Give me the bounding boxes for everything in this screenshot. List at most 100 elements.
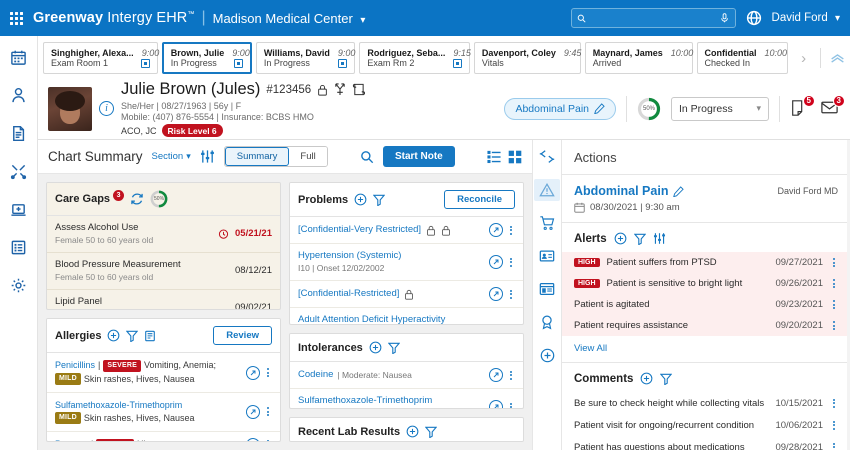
- rail-item-patient-card[interactable]: [534, 245, 560, 267]
- open-detail-icon[interactable]: [489, 287, 503, 302]
- rail-item-quality-badge[interactable]: [534, 311, 560, 333]
- notes-button[interactable]: 5: [790, 94, 815, 119]
- allergy-row[interactable]: Peanuts | SEVERE Hives: [47, 432, 280, 442]
- sidebar-item-schedule[interactable]: [8, 46, 30, 68]
- sidebar-item-settings[interactable]: [8, 274, 30, 296]
- next-tabs-button[interactable]: ›: [801, 49, 807, 67]
- row-menu-icon[interactable]: [264, 405, 272, 418]
- collapse-tabs-button[interactable]: [824, 42, 850, 74]
- open-detail-icon[interactable]: [246, 437, 260, 442]
- filter-icon[interactable]: [425, 426, 438, 438]
- reason-for-visit-pill[interactable]: Abdominal Pain: [504, 97, 616, 120]
- sidebar-item-worklist[interactable]: [8, 236, 30, 258]
- collapse-panel-button[interactable]: [534, 146, 560, 168]
- row-menu-icon[interactable]: [507, 256, 515, 269]
- alert-row[interactable]: HIGH Patient is sensitive to bright ligh…: [562, 273, 850, 294]
- rail-item-appointments[interactable]: [534, 278, 560, 300]
- open-detail-icon[interactable]: [489, 223, 503, 237]
- patient-tab[interactable]: Confidential 10:00 Checked In: [696, 42, 788, 74]
- intolerance-row[interactable]: Sulfamethoxazole-Trimethoprim | Mild: Sk…: [290, 389, 523, 409]
- open-detail-icon[interactable]: [246, 365, 260, 380]
- row-menu-icon[interactable]: [830, 298, 838, 311]
- row-menu-icon[interactable]: [507, 401, 515, 409]
- section-dropdown[interactable]: Section ▾: [152, 151, 191, 162]
- actions-panel-scrollbar[interactable]: [847, 140, 850, 450]
- patient-tab[interactable]: Davenport, Coley 9:45 Vitals: [473, 42, 581, 74]
- open-detail-icon[interactable]: [489, 400, 503, 409]
- grid-view-icon[interactable]: [508, 150, 522, 164]
- filter-icon[interactable]: [633, 233, 646, 245]
- tab-full[interactable]: Full: [289, 147, 327, 166]
- add-circle-icon[interactable]: [107, 329, 120, 342]
- rail-item-orders[interactable]: [534, 212, 560, 234]
- open-detail-icon[interactable]: [489, 255, 503, 270]
- problem-row[interactable]: [Confidential-Very Restricted]: [290, 217, 523, 244]
- filter-icon[interactable]: [373, 194, 386, 206]
- sidebar-item-tools[interactable]: [8, 160, 30, 182]
- filter-icon[interactable]: [660, 373, 673, 385]
- patient-tab-active[interactable]: Brown, Julie 9:00 In Progress: [161, 42, 252, 74]
- alert-row[interactable]: Patient is agitated 09/23/2021: [562, 294, 850, 315]
- app-launcher-icon[interactable]: [10, 11, 23, 25]
- add-circle-icon[interactable]: [406, 425, 419, 438]
- row-menu-icon[interactable]: [830, 277, 838, 290]
- open-detail-icon[interactable]: [246, 404, 260, 419]
- alert-row[interactable]: Patient requires assistance 09/20/2021: [562, 315, 850, 336]
- comment-row[interactable]: Patient visit for ongoing/recurrent cond…: [562, 414, 850, 436]
- patient-tab[interactable]: Rodriguez, Seba... 9:15 Exam Rm 2: [359, 42, 471, 74]
- care-gap-row[interactable]: Lipid Panel Female 50 to 60 years old 09…: [47, 290, 280, 310]
- row-menu-icon[interactable]: [830, 419, 838, 432]
- allergies-review-button[interactable]: Review: [213, 326, 272, 346]
- sidebar-item-patients[interactable]: [8, 84, 30, 106]
- patient-info-icon[interactable]: i: [99, 101, 114, 116]
- microphone-icon[interactable]: [720, 12, 729, 24]
- alert-row[interactable]: HIGH Patient suffers from PTSD 09/27/202…: [562, 252, 850, 273]
- row-menu-icon[interactable]: [830, 319, 838, 332]
- encounter-status-select[interactable]: In Progress ▾: [671, 96, 769, 121]
- care-gap-row[interactable]: Blood Pressure Measurement Female 50 to …: [47, 253, 280, 290]
- reconcile-document-icon[interactable]: [144, 330, 156, 342]
- search-icon[interactable]: [360, 150, 374, 164]
- allergy-row[interactable]: Sulfamethoxazole-Trimethoprim MILD Skin …: [47, 393, 280, 432]
- comment-row[interactable]: Be sure to check height while collecting…: [562, 392, 850, 414]
- filter-sliders-icon[interactable]: [200, 149, 215, 164]
- alerts-view-all-link[interactable]: View All: [562, 336, 850, 363]
- allergy-row[interactable]: Penicillins | SEVERE Vomiting, Anemia; M…: [47, 353, 280, 393]
- problems-reconcile-button[interactable]: Reconcile: [444, 190, 515, 209]
- problem-row[interactable]: Hypertension (Systemic) I10 | Onset 12/0…: [290, 244, 523, 282]
- add-circle-icon[interactable]: [614, 232, 627, 245]
- problem-row[interactable]: [Confidential-Restricted]: [290, 281, 523, 309]
- patient-tab[interactable]: Williams, David 9:00 In Progress: [255, 42, 356, 74]
- row-menu-icon[interactable]: [830, 397, 838, 410]
- intolerance-row[interactable]: Codeine | Moderate: Nausea: [290, 362, 523, 390]
- messages-button[interactable]: 3: [820, 94, 845, 119]
- comment-row[interactable]: Patient has questions about medications …: [562, 436, 850, 450]
- row-menu-icon[interactable]: [830, 441, 838, 450]
- sidebar-item-telehealth[interactable]: [8, 198, 30, 220]
- row-menu-icon[interactable]: [830, 256, 838, 269]
- add-circle-icon[interactable]: [354, 193, 367, 206]
- filter-sliders-icon[interactable]: [653, 232, 666, 245]
- global-search[interactable]: [570, 8, 736, 28]
- refresh-icon[interactable]: [130, 192, 144, 206]
- globe-icon[interactable]: [746, 10, 762, 26]
- row-menu-icon[interactable]: [507, 288, 515, 301]
- start-note-button[interactable]: Start Note: [382, 146, 455, 167]
- open-detail-icon[interactable]: [489, 368, 503, 383]
- filter-icon[interactable]: [387, 342, 400, 354]
- row-menu-icon[interactable]: [264, 366, 272, 379]
- add-circle-icon[interactable]: [369, 341, 382, 354]
- care-gap-row[interactable]: Assess Alcohol Use Female 50 to 60 years…: [47, 216, 280, 253]
- rail-item-alerts[interactable]: [534, 179, 560, 201]
- filter-icon[interactable]: [126, 330, 139, 342]
- facility-selector[interactable]: Madison Medical Center ▾: [213, 11, 366, 26]
- list-view-icon[interactable]: [487, 150, 501, 164]
- patient-tab[interactable]: Singhigher, Alexa... 9:00 Exam Room 1: [43, 42, 159, 74]
- search-input[interactable]: [589, 12, 717, 24]
- add-circle-icon[interactable]: [640, 372, 653, 385]
- problem-row[interactable]: Adult Attention Deficit Hyperactivity Di…: [290, 308, 523, 324]
- row-menu-icon[interactable]: [507, 224, 515, 237]
- row-menu-icon[interactable]: [507, 369, 515, 382]
- edit-pencil-icon[interactable]: [673, 185, 685, 197]
- sidebar-item-documents[interactable]: [8, 122, 30, 144]
